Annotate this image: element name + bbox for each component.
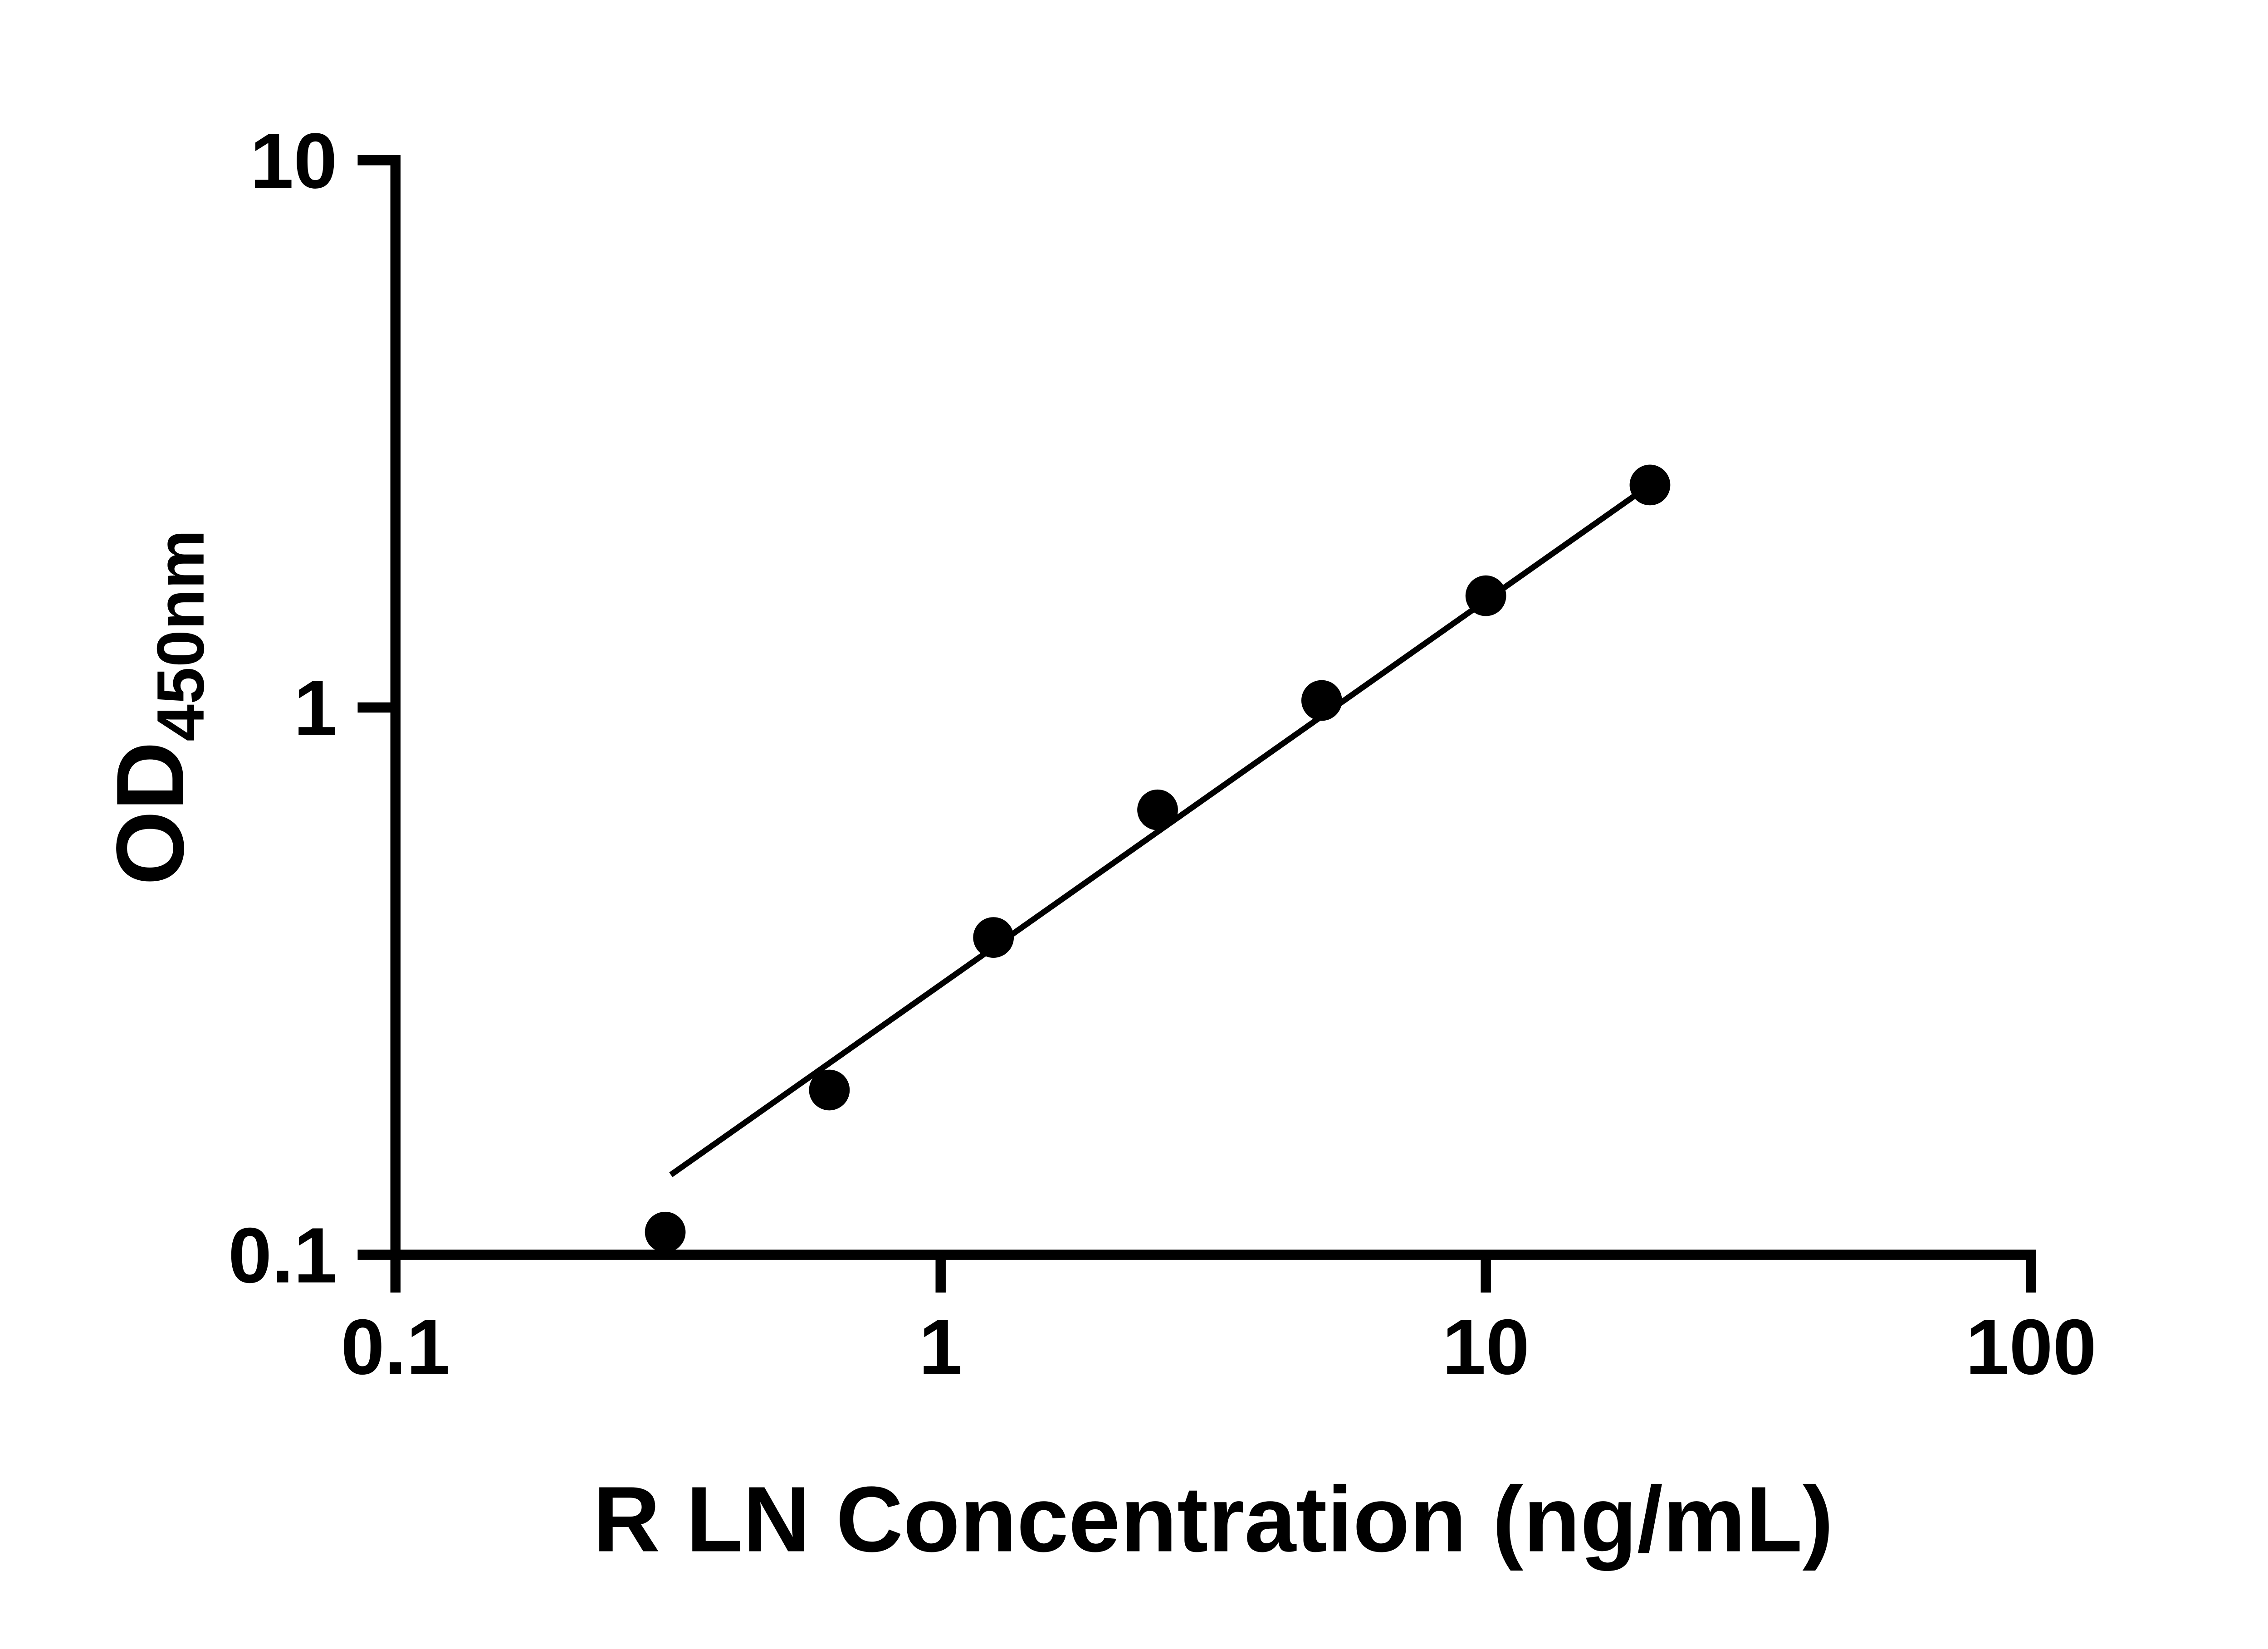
data-point — [1301, 680, 1342, 721]
y-tick-label: 10 — [250, 117, 337, 205]
x-tick-label: 10 — [1442, 1303, 1530, 1391]
x-tick-label: 1 — [919, 1303, 963, 1391]
data-point — [1465, 575, 1506, 616]
y-axis-title-main: OD — [97, 742, 204, 885]
data-point — [1629, 464, 1671, 506]
data-point — [645, 1211, 686, 1253]
y-tick-label: 0.1 — [228, 1211, 337, 1299]
x-axis-title: R LN Concentration (ng/mL) — [593, 1468, 1833, 1571]
x-tick-label: 0.1 — [341, 1303, 450, 1391]
axis-line — [390, 155, 2036, 1260]
y-axis-title: OD450nm — [97, 530, 218, 885]
data-point — [809, 1069, 850, 1111]
x-tick-label: 100 — [1965, 1303, 2097, 1391]
y-tick-label: 1 — [293, 664, 337, 752]
data-point — [973, 917, 1014, 958]
data-point — [1137, 789, 1178, 830]
y-axis-title-subscript: 450nm — [144, 530, 218, 742]
